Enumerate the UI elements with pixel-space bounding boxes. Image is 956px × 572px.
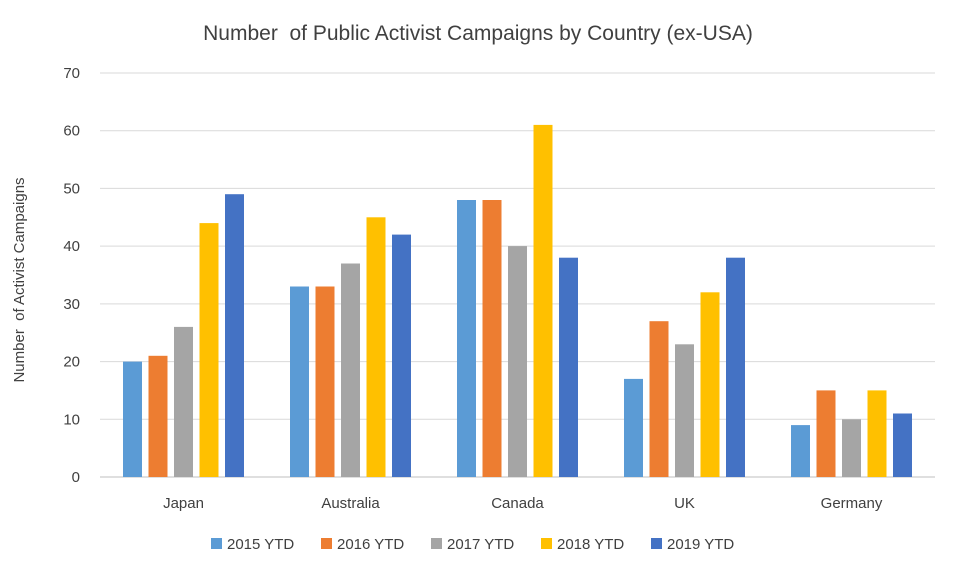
bar-canada-2017-ytd [508,246,527,477]
legend-label: 2019 YTD [667,536,734,553]
y-axis-ticks: 0 10 20 30 40 50 60 70 [63,65,80,486]
legend-item: 2017 YTD [431,536,514,553]
bar-japan-2018-ytd [199,223,219,477]
x-axis-categories: Japan Australia Canada UK Germany [163,495,883,512]
x-category-label: Germany [821,495,883,512]
bar-germany-2015-ytd [791,425,810,477]
bar-germany-2019-ytd [893,413,912,477]
legend-label: 2015 YTD [227,536,294,553]
y-tick-label: 40 [63,238,80,255]
legend-swatch [321,538,332,549]
legend-item: 2015 YTD [211,536,294,553]
bar-australia-2017-ytd [341,263,360,477]
legend-swatch [541,538,552,549]
bar-germany-2016-ytd [816,390,836,477]
legend-item: 2018 YTD [541,536,624,553]
legend-label: 2018 YTD [557,536,624,553]
bar-canada-2019-ytd [559,257,578,477]
legend-label: 2017 YTD [447,536,514,553]
y-tick-label: 70 [63,65,80,82]
legend-item: 2019 YTD [651,536,734,553]
legend-label: 2016 YTD [337,536,404,553]
chart-title: Number of Public Activist Campaigns by C… [203,22,753,45]
bar-japan-2019-ytd [225,194,244,477]
bar-australia-2015-ytd [290,286,309,477]
legend-swatch [651,538,662,549]
bar-australia-2016-ytd [315,286,335,477]
bar-japan-2016-ytd [148,355,168,477]
bar-japan-2015-ytd [123,361,142,477]
bar-uk-2017-ytd [675,344,694,477]
bar-uk-2018-ytd [700,292,720,477]
legend-item: 2016 YTD [321,536,404,553]
x-category-label: UK [674,495,695,512]
legend: 2015 YTD 2016 YTD 2017 YTD 2018 YTD 2019 YTD [211,536,734,553]
bar-canada-2015-ytd [457,200,476,477]
bar-uk-2016-ytd [649,321,669,477]
y-tick-label: 0 [72,469,80,486]
y-tick-label: 60 [63,123,80,140]
bar-australia-2018-ytd [366,217,386,478]
legend-swatch [431,538,442,549]
bar-uk-2015-ytd [624,378,643,477]
bars [123,124,912,478]
bar-canada-2016-ytd [482,200,502,477]
bar-germany-2017-ytd [842,419,861,477]
y-tick-label: 20 [63,354,80,371]
bar-canada-2018-ytd [533,124,553,478]
x-category-label: Canada [491,495,544,512]
bar-japan-2017-ytd [174,326,193,477]
y-tick-label: 30 [63,296,80,313]
x-category-label: Japan [163,495,204,512]
x-category-label: Australia [321,495,380,512]
y-axis-title: Number of Activist Campaigns [11,177,28,382]
bar-australia-2019-ytd [392,234,411,477]
y-tick-label: 10 [63,411,80,428]
legend-swatch [211,538,222,549]
y-tick-label: 50 [63,180,80,197]
bar-uk-2019-ytd [726,257,745,477]
bar-germany-2018-ytd [867,390,887,477]
